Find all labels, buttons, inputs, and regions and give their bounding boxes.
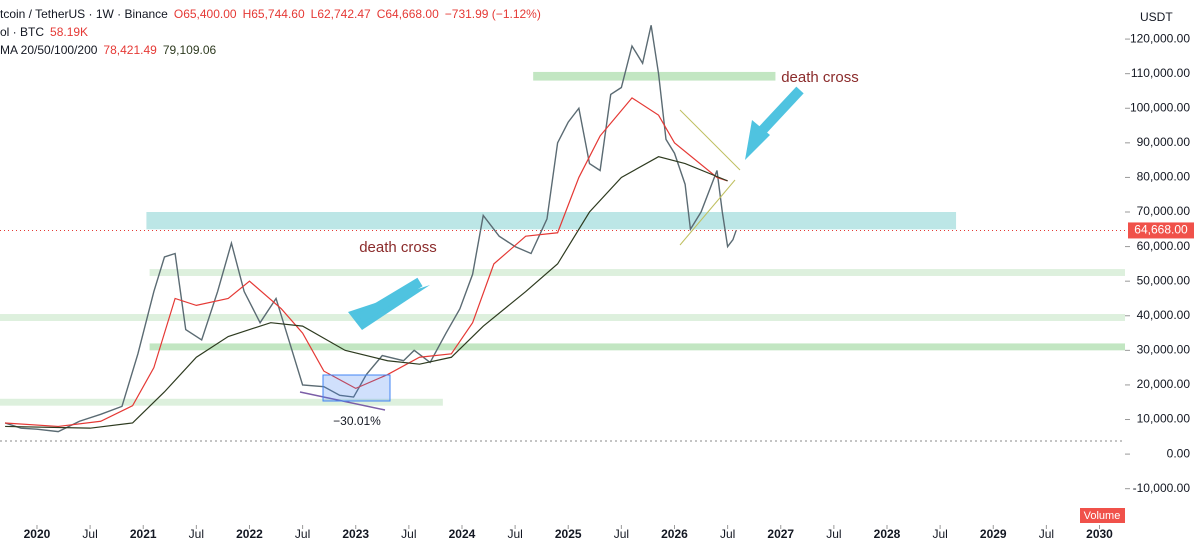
y-tick-label: 70,000.00 (1137, 204, 1191, 218)
x-tick-label: 2027 (767, 527, 794, 541)
x-tick-label: Jul (295, 527, 310, 541)
symbol: tcoin / TetherUS · 1W · Binance (0, 7, 168, 21)
ohlc: C64,668.00 (376, 7, 439, 21)
ma-value: 79,109.06 (162, 43, 217, 57)
zone (146, 212, 957, 230)
zone (0, 314, 1125, 321)
x-tick-label: Jul (932, 527, 947, 541)
y-tick-label: 0.00 (1167, 446, 1191, 460)
zone (0, 398, 443, 406)
annotation: death cross (781, 69, 859, 86)
y-tick-label: 40,000.00 (1137, 308, 1191, 322)
x-tick-label: Jul (720, 527, 735, 541)
ohlc: H65,744.60 (242, 7, 305, 21)
arrow (348, 285, 430, 330)
x-tick-label: 2030 (1086, 527, 1113, 541)
zone (149, 269, 1125, 276)
y-tick-label: 90,000.00 (1137, 135, 1191, 149)
x-tick-label: 2025 (555, 527, 582, 541)
y-tick-label: 30,000.00 (1137, 343, 1191, 357)
zone (149, 343, 1125, 351)
x-tick-label: Jul (401, 527, 416, 541)
x-tick-label: 2021 (130, 527, 157, 541)
channel (679, 109, 741, 171)
y-tick-label: 20,000.00 (1137, 377, 1191, 391)
y-tick-label: 100,000.00 (1130, 100, 1190, 114)
x-tick-label: 2024 (449, 527, 476, 541)
x-tick-label: 2029 (980, 527, 1007, 541)
ohlc: L62,742.47 (310, 7, 371, 21)
legend-ma: MA 20/50/100/200 78,421.49 79,109.06 (0, 43, 222, 57)
x-tick-label: Jul (1039, 527, 1054, 541)
series-line (5, 156, 728, 429)
legend-volume: ol · BTC 58.19K (0, 25, 94, 39)
ma-value: 78,421.49 (103, 43, 157, 57)
x-tick-label: Jul (507, 527, 522, 541)
x-tick-label: 2022 (236, 527, 263, 541)
volume-label: Volume (1084, 510, 1121, 522)
series-line (4, 25, 737, 433)
y-tick-label: 80,000.00 (1137, 170, 1191, 184)
x-tick-label: 2023 (342, 527, 369, 541)
range-box (322, 374, 391, 402)
zone (533, 71, 776, 81)
ma-name: MA 20/50/100/200 (0, 43, 98, 57)
x-tick-label: Jul (82, 527, 97, 541)
x-tick-label: Jul (189, 527, 204, 541)
annotation: death cross (359, 239, 437, 256)
volume-name: ol · BTC (0, 25, 45, 39)
volume-value: 58.19K (50, 25, 89, 39)
arrow (357, 277, 423, 323)
x-tick-label: 2028 (874, 527, 901, 541)
last-price-label: 64,668.00 (1134, 223, 1188, 237)
y-tick-label: 120,000.00 (1130, 31, 1190, 45)
annotation: −30.01% (333, 414, 381, 428)
y-tick-label: -10,000.00 (1133, 481, 1191, 495)
y-tick-label: 110,000.00 (1131, 66, 1190, 80)
arrow (754, 86, 804, 139)
y-tick-label: 50,000.00 (1137, 273, 1191, 287)
y-tick-label: 10,000.00 (1137, 412, 1191, 426)
last-price-tag (1128, 222, 1194, 239)
ohlc: O65,400.00 (173, 7, 237, 21)
currency: USDT (1140, 10, 1173, 24)
x-tick-label: Jul (826, 527, 841, 541)
x-tick-label: Jul (614, 527, 629, 541)
legend-symbol: tcoin / TetherUS · 1W · Binance O65,400.0… (0, 7, 547, 21)
volume-tag (1080, 508, 1125, 523)
x-tick-label: 2026 (661, 527, 688, 541)
change: −731.99 (−1.12%) (444, 7, 541, 21)
y-tick-label: 60,000.00 (1137, 239, 1191, 253)
channel (679, 179, 736, 246)
x-tick-label: 2020 (24, 527, 51, 541)
